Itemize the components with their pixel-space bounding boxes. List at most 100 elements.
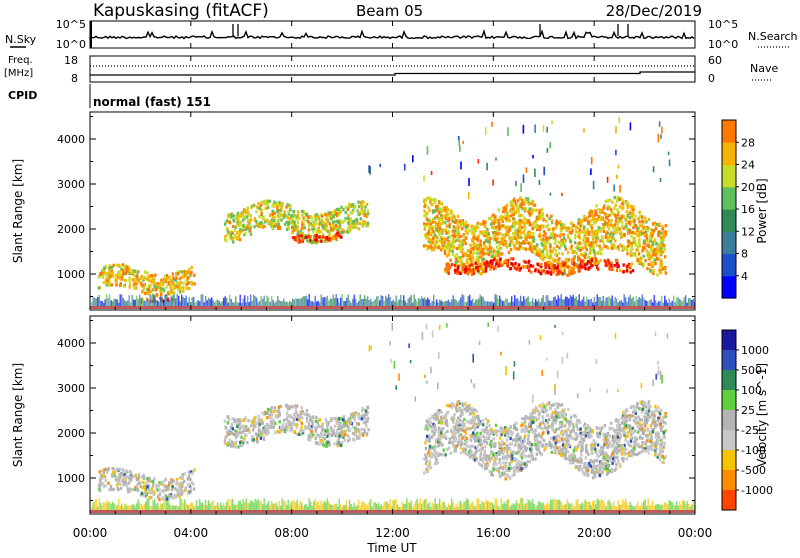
clutter-cell — [161, 296, 163, 306]
echo-cell — [582, 241, 586, 245]
clutter-cell — [277, 296, 279, 306]
echo-cell — [164, 477, 168, 481]
echo-cell — [154, 273, 157, 277]
echo-cell — [247, 419, 250, 423]
echo-cell — [443, 241, 446, 245]
echo-cell — [490, 265, 493, 269]
echo-cell — [626, 226, 629, 230]
echo-cell — [556, 440, 559, 444]
echo-cell — [308, 438, 312, 442]
echo-cell — [427, 229, 430, 233]
echo-cell — [128, 276, 131, 280]
echo-cell — [652, 249, 656, 253]
echo-cell — [339, 231, 342, 235]
echo-cell — [314, 429, 318, 433]
echo-cell — [564, 263, 567, 267]
echo-cell — [516, 233, 520, 237]
echo-cell — [317, 424, 320, 428]
clutter-cell — [613, 300, 615, 306]
echo-cell — [461, 447, 465, 451]
echo-cell — [147, 292, 150, 296]
echo-cell — [610, 231, 613, 235]
echo-cell — [613, 449, 617, 453]
echo-cell — [300, 426, 303, 430]
echo-cell — [539, 253, 543, 257]
echo-cell — [176, 489, 179, 493]
echo-cell — [300, 234, 303, 238]
clutter-cell — [650, 299, 652, 306]
echo-cell — [583, 214, 586, 219]
clutter-cell — [454, 298, 456, 306]
echo-cell — [246, 224, 249, 228]
echo-cell — [426, 427, 429, 431]
clutter-cell — [635, 296, 637, 306]
clutter-cell — [179, 301, 181, 306]
echo-cell — [594, 212, 597, 216]
echo-cell — [354, 430, 358, 434]
echo-cell — [465, 268, 468, 272]
echo-cell — [549, 261, 553, 265]
echo-cell — [428, 454, 432, 458]
echo-cell — [234, 225, 237, 229]
echo-cell — [578, 262, 581, 266]
echo-cell — [538, 225, 542, 229]
echo-cell — [430, 203, 434, 207]
clutter-cell — [254, 296, 256, 306]
echo-cell — [531, 226, 535, 231]
echo-cell — [326, 426, 329, 430]
echo-cell — [617, 459, 620, 463]
echo-cell — [428, 227, 431, 231]
echo-cell — [249, 214, 252, 218]
echo-cell — [600, 217, 604, 221]
echo-cell — [503, 433, 507, 437]
echo-cell — [341, 227, 344, 232]
echo-cell — [454, 260, 457, 264]
echo-cell — [488, 260, 492, 264]
echo-cell — [348, 229, 351, 233]
echo-cell — [180, 270, 183, 274]
echo-cell — [228, 438, 232, 442]
clutter-cell — [494, 294, 496, 306]
clutter-cell — [622, 302, 624, 306]
echo-cell — [315, 415, 318, 419]
echo-cell — [659, 235, 662, 239]
echo-cell — [538, 216, 542, 220]
echo-cell — [535, 216, 539, 221]
echo-cell — [521, 220, 524, 224]
echo-cell — [565, 457, 568, 461]
echo-cell — [366, 209, 369, 213]
clutter-cell — [572, 294, 574, 306]
echo-cell — [588, 233, 591, 237]
echo-cell — [438, 227, 442, 232]
clutter-cell — [500, 299, 502, 306]
echo-cell — [336, 434, 339, 438]
clutter-cell — [134, 299, 136, 306]
clutter-cell — [644, 299, 646, 306]
echo-cell — [169, 285, 172, 289]
echo-cell — [319, 221, 322, 225]
echo-cell — [609, 233, 612, 237]
echo-cell — [614, 203, 617, 207]
echo-cell — [466, 225, 469, 229]
echo-cell — [511, 204, 514, 208]
echo-cell — [285, 220, 289, 224]
echo-cell — [545, 419, 548, 423]
echo-cell — [486, 228, 489, 232]
echo-cell — [506, 245, 509, 249]
echo-cell — [322, 221, 325, 225]
echo-cell — [584, 217, 587, 221]
clutter-cell — [377, 296, 379, 306]
echo-cell — [479, 420, 482, 424]
clutter-cell — [146, 298, 148, 306]
echo-cell — [604, 199, 607, 203]
echo-cell — [226, 430, 229, 435]
echo-cell — [186, 278, 189, 282]
echo-cell — [140, 281, 143, 285]
echo-cell — [287, 420, 290, 424]
echo-cell — [425, 235, 428, 240]
echo-cell — [179, 290, 182, 294]
echo-cell — [608, 261, 611, 265]
echo-cell — [437, 211, 441, 215]
echo-cell — [529, 413, 532, 417]
echo-cell — [616, 199, 619, 203]
